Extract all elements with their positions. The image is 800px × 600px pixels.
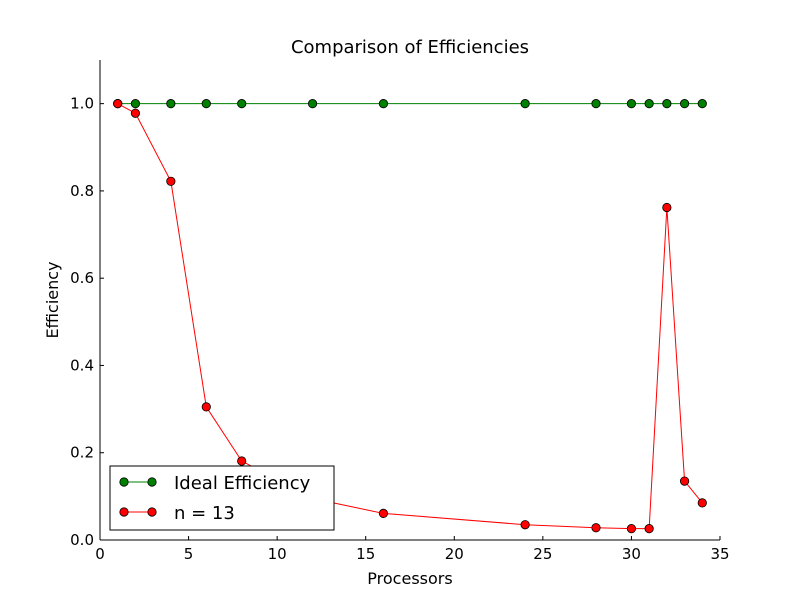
legend-marker-ideal-efficiency — [119, 477, 129, 487]
data-point-n-13 — [378, 508, 389, 518]
chart-title: Comparison of Efficiencies — [291, 37, 529, 58]
data-point-ideal-efficiency — [679, 99, 690, 109]
data-point-n-13 — [520, 520, 530, 530]
data-point-n-13 — [130, 108, 141, 118]
data-point-ideal-efficiency — [307, 99, 318, 109]
data-point-ideal-efficiency — [591, 99, 601, 109]
y-tick-label: 0.4 — [70, 356, 94, 374]
data-point-ideal-efficiency — [378, 99, 389, 109]
legend-frame — [109, 465, 335, 531]
data-point-n-13 — [626, 524, 637, 534]
y-tick-label: 0.8 — [70, 182, 94, 200]
data-point-ideal-efficiency — [520, 99, 530, 109]
data-point-n-13 — [591, 523, 601, 533]
data-point-n-13 — [662, 202, 672, 213]
x-axis-label: Processors — [367, 569, 452, 588]
x-tick-label: 10 — [268, 545, 287, 563]
data-point-n-13 — [113, 99, 123, 109]
data-point-n-13 — [644, 524, 654, 534]
data-point-ideal-efficiency — [626, 99, 637, 109]
data-point-ideal-efficiency — [166, 99, 176, 109]
y-axis-label: Efficiency — [43, 261, 62, 338]
data-point-ideal-efficiency — [201, 99, 211, 109]
data-point-n-13 — [237, 456, 247, 466]
data-point-ideal-efficiency — [662, 99, 672, 109]
data-point-ideal-efficiency — [130, 99, 141, 109]
x-tick-label: 25 — [533, 545, 552, 563]
series-group — [113, 99, 707, 534]
x-tick-label: 5 — [184, 545, 194, 563]
x-tick-label: 0 — [95, 545, 105, 563]
y-tick-label: 0.6 — [70, 269, 94, 287]
data-point-n-13 — [201, 402, 211, 412]
data-point-ideal-efficiency — [237, 99, 247, 109]
data-point-n-13 — [166, 176, 176, 186]
tick-marks: 0 5 10 15 20 25 30 35 0.0 0.2 0.4 0.6 0.8 1.0 — [70, 95, 729, 563]
x-tick-label: 30 — [622, 545, 641, 563]
axes — [99, 60, 720, 541]
y-tick-label: 0.0 — [70, 531, 94, 549]
data-point-n-13 — [697, 498, 707, 508]
data-point-ideal-efficiency — [644, 99, 654, 109]
legend: Ideal Efficiency n = 13 — [109, 465, 335, 531]
data-point-ideal-efficiency — [697, 99, 707, 109]
legend-marker-ideal-efficiency — [147, 477, 157, 487]
data-point-n-13 — [679, 476, 690, 486]
x-tick-label: 15 — [356, 545, 375, 563]
x-tick-label: 20 — [445, 545, 464, 563]
legend-marker-n-13 — [147, 507, 157, 517]
legend-label-n-13: n = 13 — [174, 503, 235, 524]
legend-label-ideal-efficiency: Ideal Efficiency — [174, 473, 311, 494]
x-tick-label: 35 — [710, 545, 729, 563]
series-line-n-13 — [117, 103, 703, 530]
y-tick-label: 0.2 — [70, 444, 94, 462]
y-tick-label: 1.0 — [70, 95, 94, 113]
legend-marker-n-13 — [119, 507, 129, 517]
